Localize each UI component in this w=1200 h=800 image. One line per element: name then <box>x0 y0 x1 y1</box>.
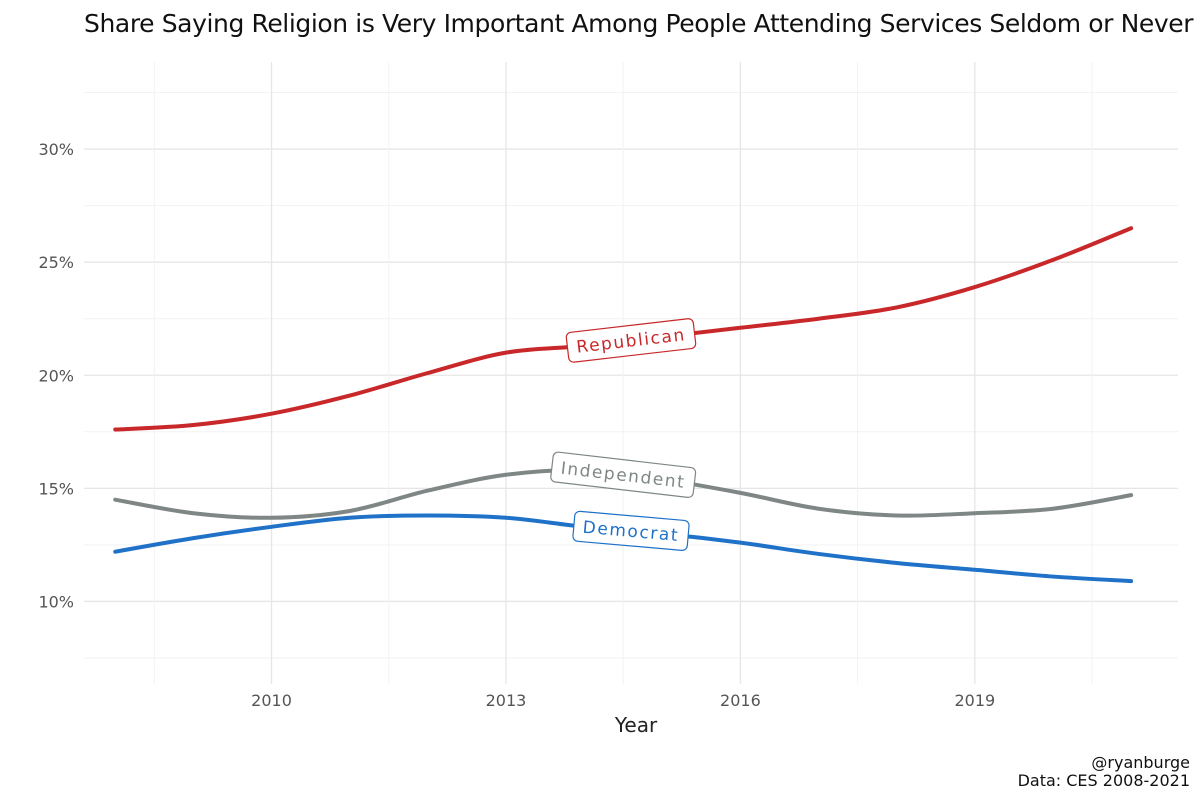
tick-labels: 10% 15% 20% 25% 30% 2010 2013 2016 2019 <box>38 140 995 710</box>
chart-title: Share Saying Religion is Very Important … <box>84 9 1194 38</box>
x-tick-label: 2016 <box>720 691 761 710</box>
caption-handle: @ryanburge <box>1091 753 1190 772</box>
x-axis-title: Year <box>614 713 658 737</box>
y-tick-label: 20% <box>38 366 74 385</box>
series-label-box <box>572 510 690 551</box>
y-tick-label: 15% <box>38 479 74 498</box>
series-label-democrat: Democrat <box>572 510 690 551</box>
series-label-box <box>550 451 697 498</box>
y-tick-label: 25% <box>38 253 74 272</box>
caption-source: Data: CES 2008-2021 <box>1018 771 1190 790</box>
y-tick-label: 30% <box>38 140 74 159</box>
x-tick-label: 2019 <box>954 691 995 710</box>
y-tick-label: 10% <box>38 592 74 611</box>
x-tick-label: 2010 <box>251 691 292 710</box>
series-label-republican: Republican <box>565 318 697 363</box>
grid-lines <box>84 62 1178 684</box>
series-label-box <box>565 318 697 363</box>
x-tick-label: 2013 <box>486 691 527 710</box>
